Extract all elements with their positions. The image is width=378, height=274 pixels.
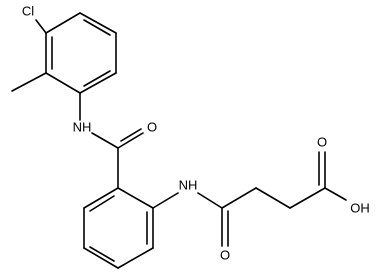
atom-label: O [220, 247, 230, 262]
atom-label: O [147, 119, 157, 134]
atom-label: O [317, 134, 327, 149]
atom-label: NH [73, 119, 92, 134]
atom-label: OH [350, 200, 370, 215]
atom-label: NH [179, 177, 198, 192]
bonds [11, 12, 347, 269]
atom-label: Cl [22, 3, 34, 18]
